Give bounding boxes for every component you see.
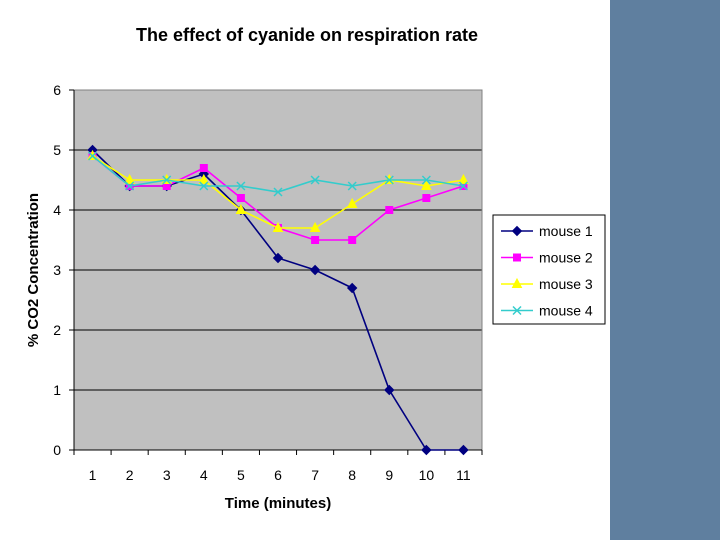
legend-label-mouse-4: mouse 4 (539, 303, 593, 319)
data-point-mouse-3-11 (458, 173, 469, 184)
data-point-mouse-4-8-stroke-b (347, 181, 357, 191)
data-point-mouse-4-6 (273, 187, 283, 197)
data-point-mouse-4-1 (88, 151, 98, 161)
x-tick-label-8: 8 (348, 467, 356, 483)
data-point-mouse-2-9 (385, 206, 394, 214)
data-point-mouse-4-7 (310, 175, 320, 185)
data-point-mouse-4-4 (199, 181, 209, 191)
data-point-mouse-3-4 (198, 173, 210, 184)
data-point-mouse-4-5 (236, 181, 246, 191)
data-point-mouse-4-10 (421, 175, 431, 185)
y-tick-label-5: 5 (53, 142, 61, 158)
legend-item-mouse-4: mouse 4 (501, 303, 593, 319)
x-tick-label-1: 1 (89, 467, 97, 483)
data-point-mouse-4-5-stroke-b (236, 181, 246, 191)
data-point-mouse-4-11 (458, 181, 468, 191)
data-point-mouse-4-2-stroke-b (125, 181, 135, 191)
legend-marker-mouse-3 (511, 277, 523, 288)
legend-marker-mouse-1 (511, 225, 523, 237)
y-tick-label-3: 3 (53, 262, 61, 278)
data-point-mouse-1-10 (421, 444, 432, 456)
data-point-mouse-4-7-stroke-b (310, 175, 320, 185)
legend-marker-mouse-2 (513, 253, 521, 262)
data-point-mouse-3-7 (309, 221, 321, 232)
data-point-mouse-4-2 (125, 181, 135, 191)
legend-label-mouse-1: mouse 1 (539, 223, 593, 239)
data-point-mouse-4-10-stroke-b (421, 175, 431, 185)
data-point-mouse-1-9 (384, 384, 395, 396)
y-tick-label-2: 2 (53, 322, 61, 338)
data-point-mouse-2-7 (311, 236, 320, 244)
legend-label-mouse-3: mouse 3 (539, 276, 593, 292)
data-point-mouse-3-2 (124, 173, 135, 184)
data-point-mouse-1-6 (272, 252, 284, 264)
series-mouse-3 (87, 149, 469, 232)
series-group (87, 144, 469, 456)
data-point-mouse-4-6-stroke-b (273, 187, 283, 197)
x-tick-label-5: 5 (237, 467, 245, 483)
data-point-mouse-4-11-stroke-b (458, 181, 468, 191)
data-point-mouse-4-9 (384, 175, 394, 185)
x-tick-label-3: 3 (163, 467, 171, 483)
legend-item-mouse-2: mouse 2 (501, 250, 593, 266)
chart-title: The effect of cyanide on respiration rat… (136, 25, 478, 45)
y-axis-title: % CO2 Concentration (25, 193, 42, 347)
data-point-mouse-4-1-stroke-b (88, 151, 98, 161)
legend-item-mouse-1: mouse 1 (501, 223, 593, 239)
data-point-mouse-4-8 (347, 181, 357, 191)
x-tick-label-10: 10 (419, 467, 435, 483)
y-tick-label-0: 0 (53, 442, 61, 458)
legend-item-mouse-3: mouse 3 (501, 276, 593, 292)
legend-marker-mouse-4-stroke-b (512, 305, 522, 316)
x-tick-label-11: 11 (456, 467, 471, 483)
x-tick-label-2: 2 (126, 467, 134, 483)
y-tick-label-6: 6 (53, 82, 61, 98)
x-tick-label-4: 4 (200, 467, 208, 483)
gridlines (74, 149, 482, 391)
data-point-mouse-1-8 (346, 282, 358, 294)
axes: 0 1 2 3 4 5 6 1 2 3 4 5 6 7 8 9 10 11 (53, 82, 483, 483)
data-point-mouse-4-3-stroke-b (162, 175, 172, 185)
data-point-mouse-4-3 (162, 175, 172, 185)
data-point-mouse-1-11 (458, 444, 469, 456)
x-tick-label-6: 6 (274, 467, 282, 483)
data-point-mouse-4-9-stroke-b (384, 175, 394, 185)
data-point-mouse-2-8 (348, 236, 357, 244)
data-point-mouse-1-7 (309, 264, 321, 276)
legend-marker-mouse-4 (512, 305, 522, 316)
data-point-mouse-4-4-stroke-b (199, 181, 209, 191)
series-mouse-4 (88, 151, 468, 197)
y-tick-label-4: 4 (53, 202, 61, 218)
legend: mouse 1 mouse 2 mouse 3 mouse 4 (492, 214, 606, 325)
data-point-mouse-3-10 (421, 179, 432, 190)
data-point-mouse-3-6 (272, 221, 284, 232)
legend-label-mouse-2: mouse 2 (539, 250, 593, 266)
x-axis-title: Time (minutes) (225, 495, 331, 512)
y-tick-label-1: 1 (53, 382, 61, 398)
x-tick-label-9: 9 (385, 467, 393, 483)
data-point-mouse-3-5 (235, 203, 247, 214)
data-point-mouse-3-8 (346, 197, 358, 208)
data-point-mouse-2-4 (199, 164, 208, 172)
data-point-mouse-2-5 (236, 194, 245, 202)
x-tick-label-7: 7 (311, 467, 319, 483)
legend-box (492, 214, 606, 325)
data-point-mouse-2-10 (422, 194, 431, 202)
